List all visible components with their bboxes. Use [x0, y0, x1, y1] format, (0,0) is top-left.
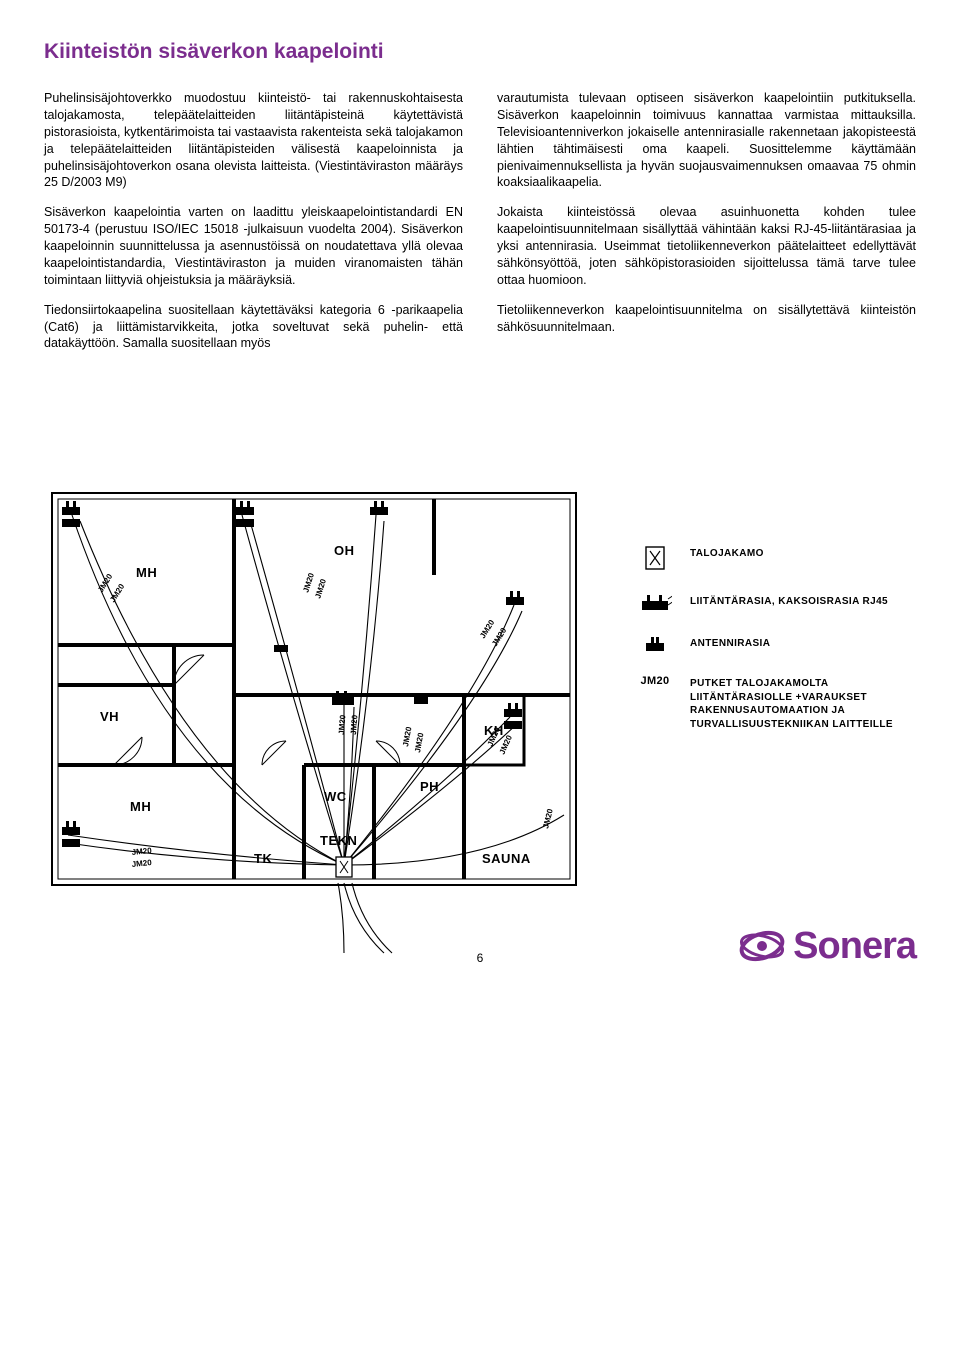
diagram-section: MH OH VH MH WC TK TEKN PH KH SAUNA JM20 …: [44, 485, 916, 915]
room-label-ph: PH: [420, 779, 439, 794]
room-label-sauna: SAUNA: [482, 851, 531, 866]
sonera-swirl-icon: [739, 923, 785, 969]
talojakamo-icon: [634, 545, 676, 571]
cable-label: JM20: [401, 726, 413, 748]
legend-label: PUTKET TALOJAKAMOLTA LIITÄNTÄRASIOLLE +V…: [690, 675, 916, 731]
legend-row-antennirasia: ANTENNIRASIA: [634, 635, 916, 653]
page-title: Kiinteistön sisäverkon kaapelointi: [44, 40, 916, 64]
room-label-mh1: MH: [136, 565, 157, 580]
room-label-tekn: TEKN: [320, 833, 357, 848]
legend-row-jm20: JM20 PUTKET TALOJAKAMOLTA LIITÄNTÄRASIOL…: [634, 675, 916, 731]
cable-label: JM20: [131, 846, 152, 857]
paragraph: Sisäverkon kaapelointia varten on laadit…: [44, 204, 463, 288]
body-columns: Puhelinsisäjohtoverkko muodostuu kiintei…: [44, 90, 916, 365]
legend-row-liitantarasia: LIITÄNTÄRASIA, KAKSOISRASIA RJ45: [634, 593, 916, 613]
cable-label: JM20: [313, 578, 328, 600]
left-column: Puhelinsisäjohtoverkko muodostuu kiintei…: [44, 90, 463, 365]
right-column: varautumista tulevaan optiseen sisäverko…: [497, 90, 916, 365]
legend-row-talojakamo: TALOJAKAMO: [634, 545, 916, 571]
cable-label: JM20: [131, 858, 152, 869]
cable-label: JM20: [337, 714, 347, 735]
jm20-icon: JM20: [634, 675, 676, 687]
paragraph: varautumista tulevaan optiseen sisäverko…: [497, 90, 916, 191]
room-label-vh: VH: [100, 709, 119, 724]
floorplan: MH OH VH MH WC TK TEKN PH KH SAUNA JM20 …: [44, 485, 604, 915]
paragraph: Tietoliikenneverkon kaapelointisuunnitel…: [497, 302, 916, 336]
cable-label: JM20: [413, 732, 425, 754]
cable-label: JM20: [301, 572, 316, 594]
paragraph: Puhelinsisäjohtoverkko muodostuu kiintei…: [44, 90, 463, 191]
sonera-logo: Sonera: [739, 923, 916, 969]
legend: TALOJAKAMO LIITÄNTÄRASIA, KAKSOISRASIA R…: [634, 485, 916, 753]
liitantarasia-icon: [634, 593, 676, 613]
cable-label: JM20: [349, 714, 359, 735]
room-label-tk: TK: [254, 851, 272, 866]
cable-label: JM20: [541, 808, 555, 830]
room-label-oh: OH: [334, 543, 355, 558]
legend-label: ANTENNIRASIA: [690, 635, 916, 651]
legend-label: LIITÄNTÄRASIA, KAKSOISRASIA RJ45: [690, 593, 916, 609]
room-label-mh2: MH: [130, 799, 151, 814]
room-label-wc: WC: [324, 789, 347, 804]
paragraph: Tiedonsiirtokaapelina suositellaan käyte…: [44, 302, 463, 353]
cable-label: JM20: [96, 572, 115, 594]
sonera-logo-text: Sonera: [793, 925, 916, 968]
paragraph: Jokaista kiinteistössä olevaa asuinhuone…: [497, 204, 916, 288]
legend-label: TALOJAKAMO: [690, 545, 916, 561]
antennirasia-icon: [634, 635, 676, 653]
